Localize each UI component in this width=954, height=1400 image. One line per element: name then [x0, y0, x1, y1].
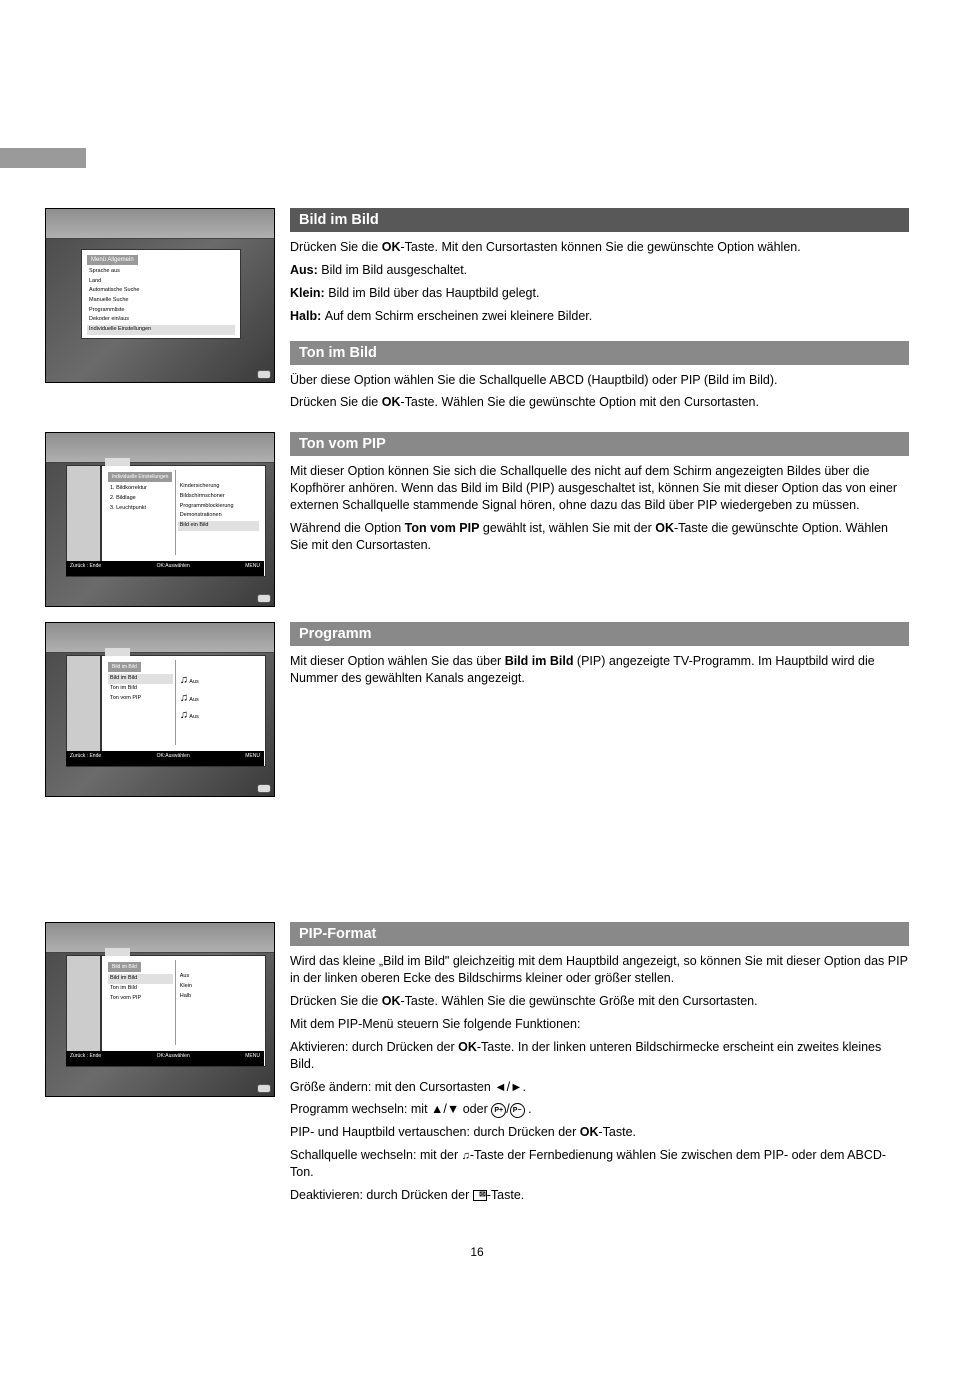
para: Aktivieren: durch Drücken der OK-Taste. … [290, 1039, 909, 1073]
text-programm: Programm Mit dieser Option wählen Sie da… [290, 622, 909, 797]
para: Schallquelle wechseln: mit der ♫-Taste d… [290, 1147, 909, 1181]
para: Drücken Sie die OK-Taste. Wählen Sie die… [290, 394, 909, 411]
screenshot-bild-im-bild-2: Bild im Bild Bild im Bild Ton im Bild To… [45, 922, 275, 1097]
para: PIP- und Hauptbild vertauschen: durch Dr… [290, 1124, 909, 1141]
page-number: 16 [45, 1245, 909, 1289]
corner-button [257, 594, 271, 603]
para: Drücken Sie die OK-Taste. Mit den Cursor… [290, 239, 909, 256]
screenshot-menu-allgemein: Menü Allgemein Sprache aus Land Automati… [45, 208, 275, 383]
p-minus-button-icon: P− [510, 1103, 525, 1118]
header-bar [0, 148, 954, 168]
page-container: Menü Allgemein Sprache aus Land Automati… [0, 148, 954, 1289]
row-1: Menü Allgemein Sprache aus Land Automati… [45, 208, 909, 417]
para: Mit dem PIP-Menü steuern Sie folgende Fu… [290, 1016, 909, 1033]
screenshot-bild-im-bild-1: Bild im Bild Bild im Bild Ton im Bild To… [45, 622, 275, 797]
cancel-box-icon [473, 1190, 487, 1201]
para: Größe ändern: mit den Cursortasten ◄/►. [290, 1079, 909, 1096]
para: Mit dieser Option wählen Sie das über Bi… [290, 653, 909, 687]
row-2: Individuelle Einstellungen 1. Bildkorrek… [45, 432, 909, 607]
para: Über diese Option wählen Sie die Schallq… [290, 372, 909, 389]
para: Mit dieser Option können Sie sich die Sc… [290, 463, 909, 514]
text-ton-vom-pip: Ton vom PIP Mit dieser Option können Sie… [290, 432, 909, 607]
section-header-pip-format: PIP-Format [290, 922, 909, 946]
section-header-programm: Programm [290, 622, 909, 646]
screenshot-individuelle: Individuelle Einstellungen 1. Bildkorrek… [45, 432, 275, 607]
text-bild-im-bild: Bild im Bild Drücken Sie die OK-Taste. M… [290, 208, 909, 417]
para: Deaktivieren: durch Drücken der -Taste. [290, 1187, 909, 1204]
section-header-bild-im-bild: Bild im Bild [290, 208, 909, 232]
para: Klein: Bild im Bild über das Hauptbild g… [290, 285, 909, 302]
arrow-up-down-icon: ▲/▼ [431, 1102, 459, 1116]
para: Halb: Auf dem Schirm erscheinen zwei kle… [290, 308, 909, 325]
row-4: Bild im Bild Bild im Bild Ton im Bild To… [45, 922, 909, 1210]
corner-button [257, 1084, 271, 1093]
para: Wird das kleine „Bild im Bild" gleichzei… [290, 953, 909, 987]
section-header-ton-im-bild: Ton im Bild [290, 341, 909, 365]
para: Programm wechseln: mit ▲/▼ oder P+/P− . [290, 1101, 909, 1118]
corner-button [257, 370, 271, 379]
menu-title: Menü Allgemein [87, 255, 138, 265]
section-header-ton-vom-pip: Ton vom PIP [290, 432, 909, 456]
text-pip-format: PIP-Format Wird das kleine „Bild im Bild… [290, 922, 909, 1210]
corner-button [257, 784, 271, 793]
para: Während die Option Ton vom PIP gewählt i… [290, 520, 909, 554]
para: Drücken Sie die OK-Taste. Wählen Sie die… [290, 993, 909, 1010]
row-3: Bild im Bild Bild im Bild Ton im Bild To… [45, 622, 909, 797]
para: Aus: Bild im Bild ausgeschaltet. [290, 262, 909, 279]
content-area: Menü Allgemein Sprache aus Land Automati… [0, 168, 954, 1289]
p-plus-button-icon: P+ [491, 1103, 506, 1118]
music-note-icon: ♫ [462, 1150, 470, 1162]
arrow-left-right-icon: ◄/► [494, 1080, 522, 1094]
